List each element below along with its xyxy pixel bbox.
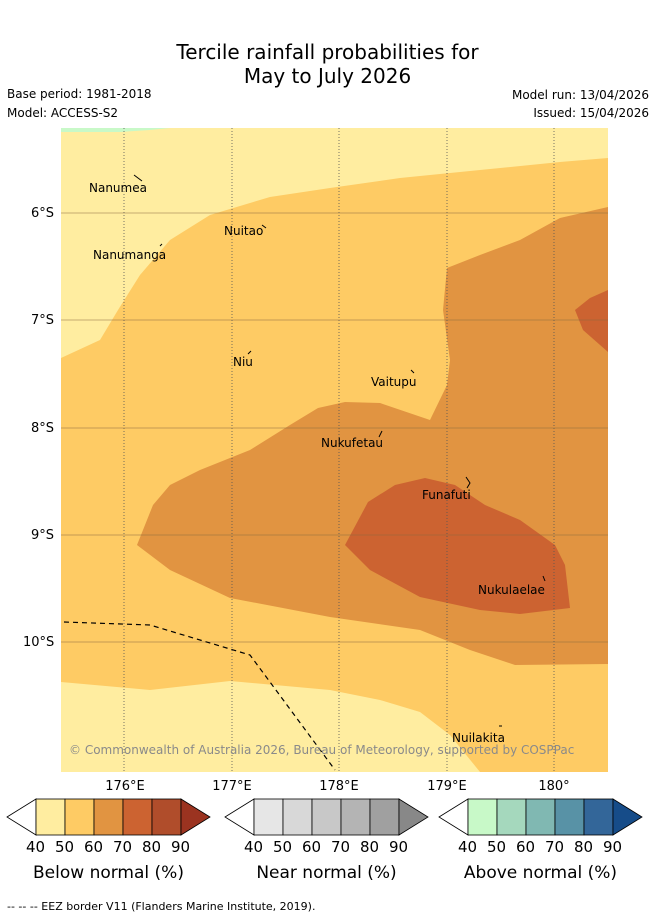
cb-near-title: Near normal (%) — [256, 863, 397, 883]
lat-label-10s: 10°S — [23, 635, 55, 650]
cb-near-swatch — [282, 798, 313, 836]
lon-label-177: 177°E — [212, 779, 252, 794]
title-line-1: Tercile rainfall probabilities for — [176, 40, 479, 64]
place-label: Nanumanga — [93, 248, 166, 262]
place-label: Funafuti — [422, 488, 471, 502]
funafuti-island — [465, 476, 471, 489]
eez-border — [63, 621, 336, 771]
nukulaelae-island — [542, 575, 546, 582]
lat-label-8s: 8°S — [31, 421, 55, 436]
place-label: Nanumea — [89, 181, 147, 195]
niu-island — [247, 350, 252, 355]
place-label: Niu — [233, 355, 253, 369]
island-outlines — [133, 174, 546, 727]
cb-above-swatch — [496, 798, 527, 836]
colorbar-below — [6, 798, 211, 836]
cb-below-tick: 90 — [171, 838, 191, 856]
map-regions — [61, 128, 608, 772]
cb-above-high — [612, 798, 643, 836]
issued-date: Issued: 15/04/2026 — [533, 106, 649, 120]
place-label: Vaitupu — [371, 375, 417, 389]
cb-above-tick: 60 — [516, 838, 536, 856]
model-name: Model: ACCESS-S2 — [7, 106, 119, 120]
cb-near-swatch — [311, 798, 342, 836]
nukufetau-island — [378, 430, 383, 438]
title-line-2: May to July 2026 — [243, 64, 412, 88]
cb-below-swatch — [93, 798, 124, 836]
cb-below-swatch — [35, 798, 66, 836]
copyright-notice: © Commonwealth of Australia 2026, Bureau… — [69, 743, 574, 757]
place-label: Nukulaelae — [478, 583, 545, 597]
cb-above-tick: 80 — [574, 838, 594, 856]
lon-label-176: 176°E — [105, 779, 145, 794]
cb-below-low — [6, 798, 37, 836]
cb-below-tick: 80 — [142, 838, 162, 856]
cb-below-swatch — [151, 798, 182, 836]
cb-below-tick: 60 — [84, 838, 104, 856]
nanumea-island — [133, 174, 143, 182]
cb-above-swatch — [525, 798, 556, 836]
graticule — [61, 128, 608, 772]
cb-near-tick: 80 — [360, 838, 380, 856]
colorbar-near — [224, 798, 429, 836]
model-run: Model run: 13/04/2026 — [511, 88, 649, 102]
vaitupu-island — [410, 369, 415, 374]
cb-near-low — [224, 798, 255, 836]
lon-label-178: 178°E — [319, 779, 359, 794]
cb-near-tick: 90 — [389, 838, 409, 856]
lon-label-179: 179°E — [427, 779, 467, 794]
eez-footnote: -- -- -- EEZ border V11 (Flanders Marine… — [7, 900, 316, 913]
place-label: Nukufetau — [321, 436, 383, 450]
cb-above-swatch — [554, 798, 585, 836]
cb-near-swatch — [340, 798, 371, 836]
cb-near-tick: 40 — [244, 838, 264, 856]
cb-below-high — [180, 798, 211, 836]
cb-above-tick: 90 — [603, 838, 623, 856]
nanumanga-island — [159, 243, 163, 247]
place-label: Nuitao — [224, 224, 263, 238]
lat-label-9s: 9°S — [31, 528, 55, 543]
colorbar-above — [438, 798, 643, 836]
cb-below-tick: 40 — [26, 838, 46, 856]
cb-above-title: Above normal (%) — [463, 863, 618, 883]
region-70-80-central — [345, 478, 570, 614]
lat-label-7s: 7°S — [31, 313, 55, 328]
cb-below-swatch — [122, 798, 153, 836]
cb-near-high — [398, 798, 429, 836]
base-period: Base period: 1981-2018 — [7, 87, 152, 101]
region-40-50-north — [61, 128, 608, 358]
colorbars — [6, 798, 643, 836]
cb-near-tick: 60 — [302, 838, 322, 856]
region-above-normal-north — [61, 128, 170, 132]
cb-below-tick: 50 — [55, 838, 75, 856]
place-label: Nuilakita — [452, 731, 505, 745]
lat-label-6s: 6°S — [31, 206, 55, 221]
cb-above-low — [438, 798, 469, 836]
cb-near-tick: 70 — [331, 838, 351, 856]
cb-near-swatch — [369, 798, 400, 836]
cb-above-swatch — [583, 798, 614, 836]
place-labels: Nanumea Nuitao Nanumanga Niu Vaitupu Nuk… — [89, 181, 545, 745]
nuitao-island — [261, 224, 267, 229]
cb-below-swatch — [64, 798, 95, 836]
lon-label-180: 180° — [538, 779, 570, 794]
cb-below-tick: 70 — [113, 838, 133, 856]
cb-above-tick: 40 — [458, 838, 478, 856]
region-40-50-south — [61, 681, 480, 772]
cb-near-tick: 50 — [273, 838, 293, 856]
cb-above-swatch — [467, 798, 498, 836]
region-70-80-east — [575, 290, 608, 352]
cb-above-tick: 70 — [545, 838, 565, 856]
cb-near-swatch — [253, 798, 284, 836]
cb-below-title: Below normal (%) — [33, 863, 184, 883]
cb-above-tick: 50 — [487, 838, 507, 856]
